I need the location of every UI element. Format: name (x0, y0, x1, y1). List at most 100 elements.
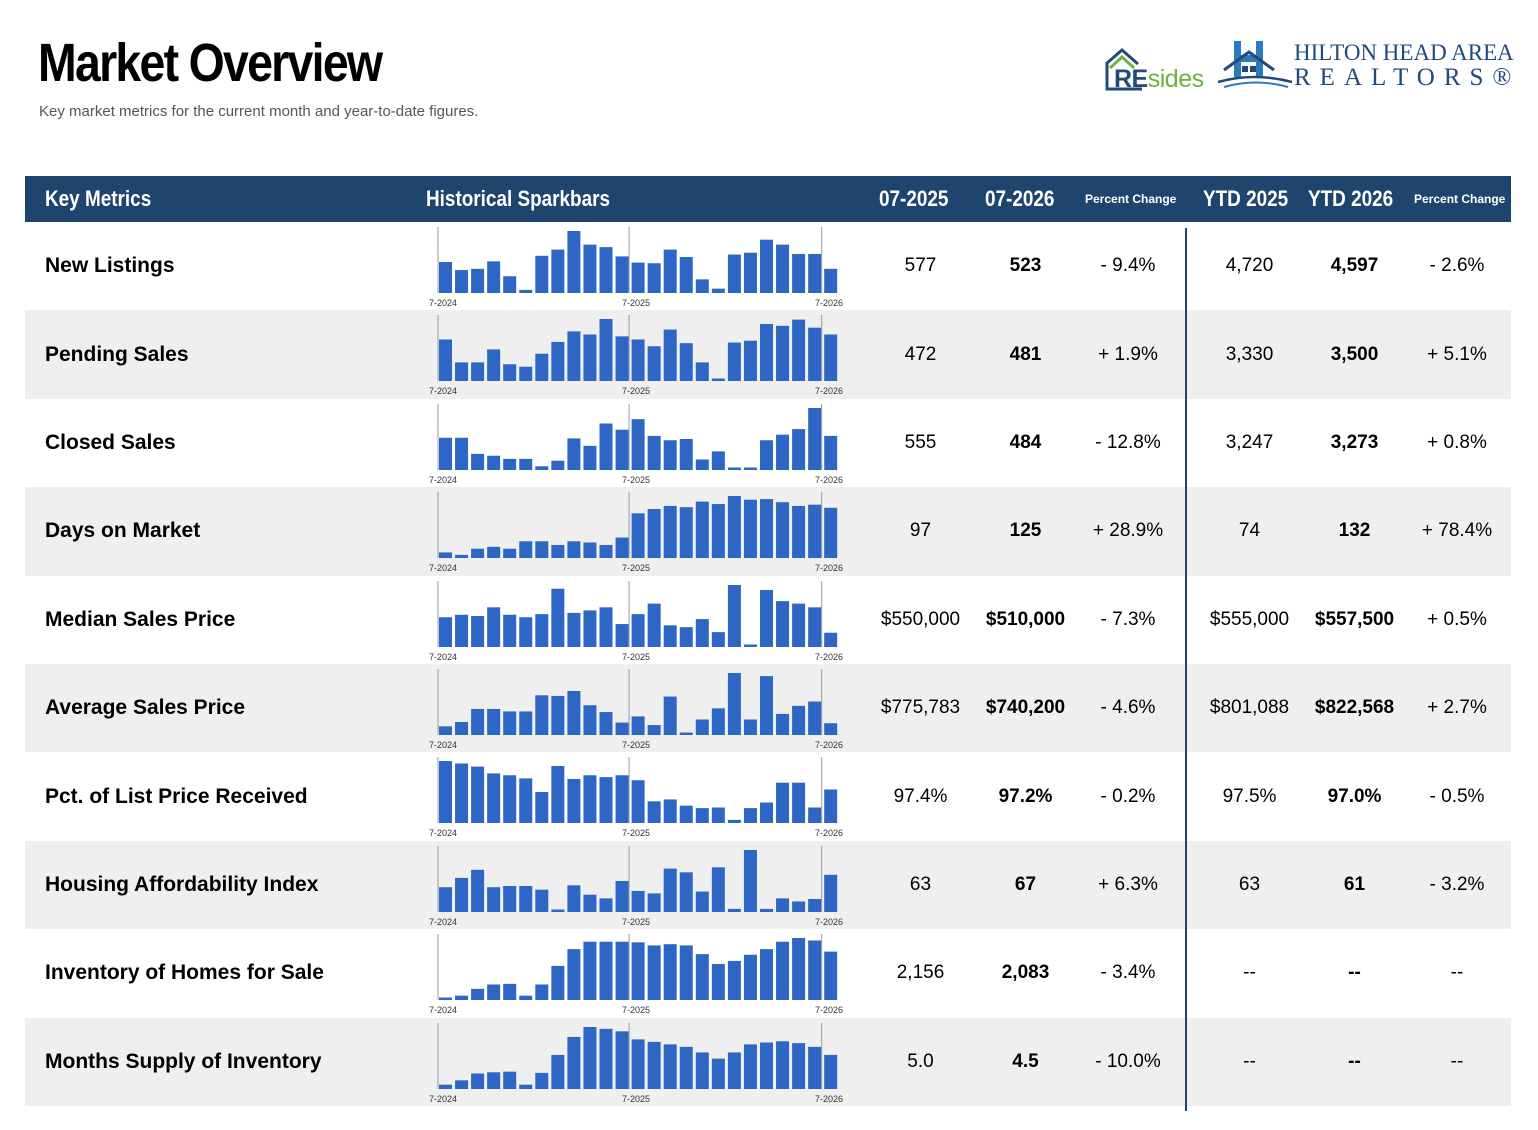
sparkbar (711, 288, 725, 293)
sparkbar (663, 944, 677, 1001)
sparkbar (487, 1071, 501, 1089)
sparkbar (727, 820, 741, 824)
sparkbar (663, 249, 677, 293)
sparkbar (792, 705, 806, 735)
value-percent-change-ytd: + 5.1% (1427, 343, 1487, 365)
value-ytd-2026: -- (1348, 1050, 1361, 1072)
sparkbar (760, 1042, 773, 1089)
value-percent-change-ytd: - 0.5% (1429, 785, 1485, 807)
sparkbar (471, 766, 485, 824)
value-month-2025: 472 (904, 343, 937, 365)
sparkbar (760, 324, 773, 382)
sparkbar (615, 256, 629, 293)
sparkbar (647, 801, 661, 824)
sparkbar (743, 252, 757, 293)
sparkbar (647, 603, 661, 647)
sparkbar (599, 247, 613, 293)
sparkbar (760, 499, 773, 559)
table-row: Days on Market 7-2024 7-2025 7-2026 97 125 + 2… (25, 487, 1511, 576)
value-ytd-2025: -- (1243, 1050, 1256, 1072)
sparkbar (503, 548, 517, 559)
sparkbar (679, 626, 693, 647)
sparkbar (535, 984, 549, 1001)
sparkbar (503, 276, 517, 293)
sparkbar (487, 984, 501, 1001)
sparkbar (679, 257, 693, 293)
sparkbar (535, 466, 549, 470)
sparkbar (439, 616, 452, 647)
sparkbar-chart: 7-2024 7-2025 7-2026 (429, 227, 843, 308)
sparkbar (487, 773, 501, 824)
sparkbar-axis-label: 7-2026 (815, 828, 843, 838)
sparkbar (679, 438, 693, 470)
value-month-2025: $550,000 (880, 608, 961, 630)
sparkbar (439, 552, 452, 559)
sparkbar (631, 1038, 645, 1089)
sparkbar (679, 343, 693, 382)
sparkbar (711, 867, 725, 912)
sparkbar (776, 434, 790, 470)
sparkbar (439, 1084, 452, 1089)
sparkbar-axis-label: 7-2025 (622, 1005, 650, 1015)
sparkbar (615, 880, 629, 912)
sparkbar (647, 509, 661, 559)
sparkbar-axis-label: 7-2026 (815, 1005, 843, 1015)
sparkbar (519, 778, 533, 824)
sparkbar (583, 894, 597, 912)
sparkbar (776, 898, 790, 912)
sparkbar (631, 716, 645, 735)
sparkbar-axis-label: 7-2026 (815, 917, 843, 927)
sparkbar (455, 270, 469, 293)
sparkbar-axis-label: 7-2025 (622, 1094, 650, 1104)
value-ytd-2026: 132 (1338, 520, 1371, 542)
sparkbar (455, 995, 469, 1001)
sparkbar (551, 460, 565, 470)
sparkbar (695, 362, 709, 382)
sparkbar (727, 584, 741, 647)
value-ytd-2026: 61 (1343, 873, 1366, 895)
sparkbar (711, 1058, 725, 1089)
sparkbar (503, 1071, 517, 1089)
sparkbar (808, 940, 822, 1001)
table-row: Inventory of Homes for Sale 7-2024 7-2025 7… (25, 929, 1511, 1017)
sparkbar (551, 545, 565, 559)
value-ytd-2025: 97.5% (1222, 785, 1277, 807)
metric-name: Days on Market (45, 519, 201, 543)
sparkbar (583, 775, 597, 824)
sparkbar (471, 362, 485, 382)
sparkbar (487, 455, 501, 470)
hhar-house-icon (1217, 41, 1293, 88)
sparkbar (663, 696, 677, 735)
value-month-2025: 97 (909, 520, 932, 542)
sparkbar (439, 761, 452, 824)
sparkbar (808, 328, 822, 382)
sparkbar (679, 1046, 693, 1089)
value-month-2025: 97.4% (893, 785, 948, 807)
sparkbar (471, 548, 485, 559)
sparkbar (824, 874, 838, 912)
value-month-2026: 481 (1009, 343, 1042, 365)
sparkbar (487, 547, 501, 559)
sparkbar-chart: 7-2024 7-2025 7-2026 (429, 492, 843, 573)
sparkbar (599, 941, 613, 1001)
col-sparkbars: Historical Sparkbars (426, 186, 611, 211)
sparkbar (519, 711, 533, 735)
sparkbar (519, 541, 533, 559)
col-percent-change-ytd: Percent Change (1414, 192, 1506, 206)
table-row: Median Sales Price 7-2024 7-2025 7-2026 $550… (25, 576, 1511, 664)
table-row: Pct. of List Price Received 7-2024 7-2025 7… (25, 752, 1511, 840)
ytd-divider (1185, 228, 1187, 1111)
sparkbar (551, 695, 565, 735)
sparkbar (760, 802, 773, 824)
sparkbar (776, 600, 790, 647)
sparkbar (519, 995, 533, 1001)
table-body: New Listings 7-2024 7-2025 7-2026 577 523 - 9.… (25, 222, 1511, 1106)
table-row: Closed Sales 7-2024 7-2025 7-2026 555 484 - 12… (25, 399, 1511, 487)
sparkbar (599, 319, 613, 382)
col-percent-change-month: Percent Change (1085, 192, 1177, 206)
sparkbar (631, 942, 645, 1001)
sparkbar (567, 690, 581, 735)
sparkbar (663, 624, 677, 647)
sparkbar (808, 407, 822, 470)
sparkbar (503, 614, 517, 647)
